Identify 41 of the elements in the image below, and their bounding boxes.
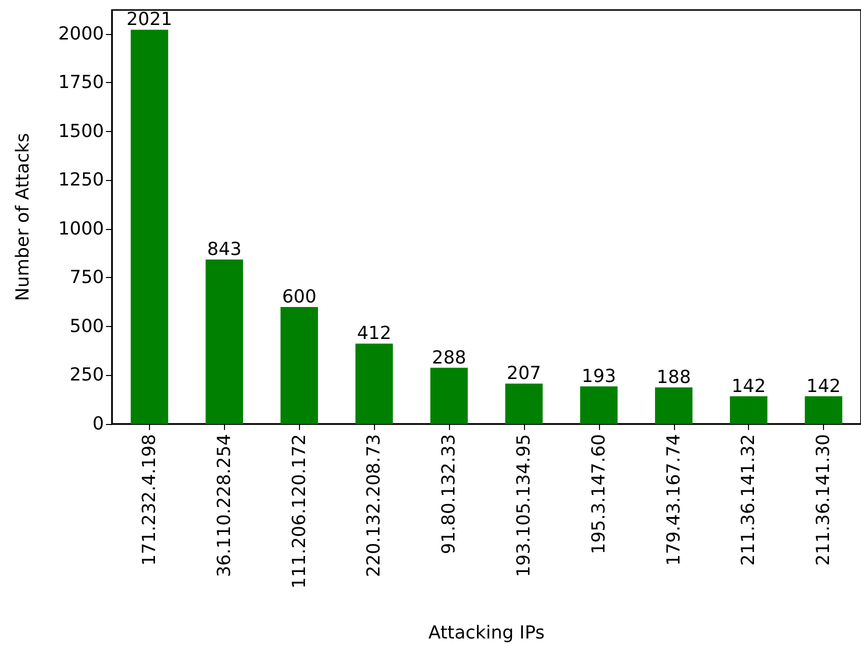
x-tick-label: 111.206.120.172: [288, 434, 310, 589]
y-axis-title: Number of Attacks: [12, 133, 34, 301]
bar: [130, 30, 168, 424]
x-tick-label: 220.132.208.73: [364, 434, 385, 578]
bar: [355, 344, 393, 424]
data-label: 193: [582, 366, 616, 387]
x-tick-label: 91.80.132.33: [438, 434, 460, 554]
x-tick-label: 211.36.141.30: [813, 434, 834, 566]
data-label: 412: [356, 323, 392, 344]
bar: [280, 306, 318, 424]
y-tick-label: 1250: [58, 170, 104, 191]
bar: [655, 387, 692, 424]
bar: [804, 396, 842, 424]
data-label: 142: [806, 376, 841, 397]
bar: [505, 384, 543, 424]
data-label: 2021: [126, 9, 172, 30]
data-label: 843: [207, 239, 242, 260]
y-tick-label: 1750: [58, 72, 104, 94]
y-tick-label: 500: [70, 316, 104, 337]
y-tick-label: 250: [70, 364, 104, 386]
data-label: 288: [432, 347, 466, 368]
data-label: 188: [656, 366, 691, 388]
y-tick-label: 0: [92, 414, 104, 434]
bar: [580, 386, 618, 424]
x-tick-label: 171.232.4.198: [138, 434, 160, 566]
x-axis-title: Attacking IPs: [428, 622, 545, 644]
x-tick-label: 193.105.134.95: [513, 434, 534, 578]
y-tick-label: 1000: [58, 218, 104, 240]
data-label: 142: [731, 376, 766, 397]
x-tick-label: 195.3.147.60: [588, 434, 610, 554]
x-tick-label: 179.43.167.74: [663, 434, 684, 566]
bar: [206, 260, 244, 424]
data-label: 207: [506, 363, 542, 384]
x-tick-label: 36.110.228.254: [214, 434, 235, 578]
y-tick-label: 1500: [58, 120, 104, 142]
y-tick-label: 750: [70, 267, 104, 288]
x-tick-label: 211.36.141.32: [738, 434, 760, 566]
y-tick-label: 2000: [58, 23, 104, 44]
data-label: 600: [282, 286, 316, 308]
bar: [430, 368, 468, 424]
bar: [730, 396, 768, 424]
